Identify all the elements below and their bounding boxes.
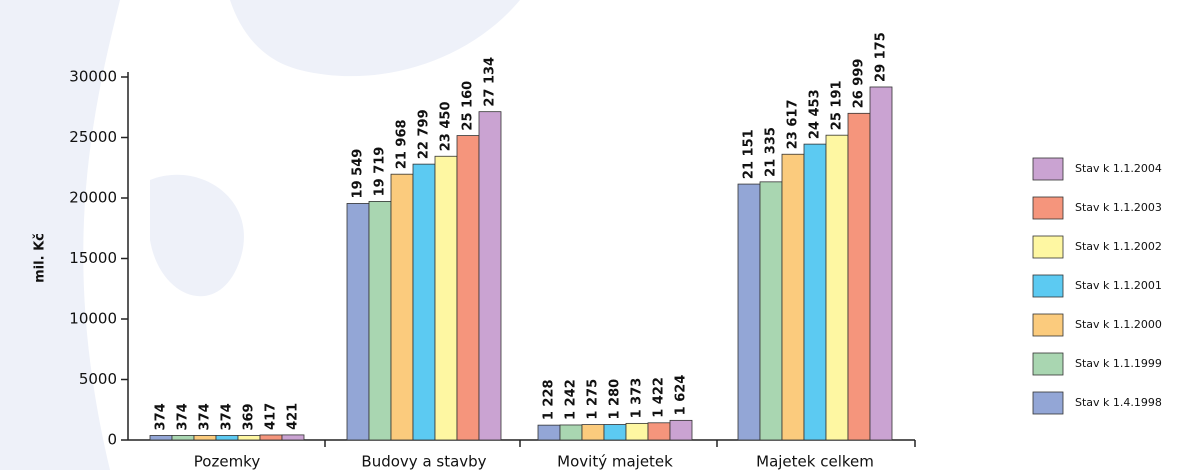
value-label: 27 134 (483, 57, 498, 107)
bar (215, 435, 239, 441)
x-tick-label: Movitý majetek (557, 453, 673, 470)
bar (368, 201, 392, 441)
legend-swatch (1032, 235, 1064, 259)
bar (669, 419, 693, 441)
value-label: 29 175 (874, 32, 889, 82)
legend-swatch (1032, 352, 1064, 376)
bar (647, 422, 671, 441)
bar (869, 86, 893, 441)
legend-label: Stav k 1.1.2003 (1075, 201, 1162, 214)
watermark (0, 0, 520, 470)
bar (537, 424, 561, 441)
legend-label: Stav k 1.4.1998 (1075, 396, 1162, 409)
bar (171, 435, 195, 441)
legend-label: Stav k 1.1.2004 (1075, 162, 1162, 175)
y-tick-label: 10000 (69, 310, 117, 328)
y-tick-label: 30000 (69, 68, 117, 86)
bar (259, 434, 283, 441)
bar (559, 424, 583, 441)
value-label: 22 799 (417, 109, 432, 159)
bar (412, 163, 436, 441)
bar (825, 134, 849, 441)
x-tick-label: Majetek celkem (756, 453, 874, 470)
legend-swatch (1032, 274, 1064, 298)
value-label: 374 (176, 403, 191, 430)
bar (847, 112, 871, 441)
bar (390, 173, 414, 441)
bar (149, 435, 173, 441)
x-tick-label: Pozemky (194, 453, 261, 470)
bar (346, 203, 370, 441)
value-label: 1 275 (586, 379, 601, 420)
y-tick-label: 15000 (69, 249, 117, 267)
value-label: 369 (242, 403, 257, 430)
bar (434, 155, 458, 441)
bar (737, 183, 761, 441)
value-label: 21 151 (742, 129, 757, 179)
legend-swatch (1032, 313, 1064, 337)
bar (281, 434, 305, 441)
value-label: 25 191 (830, 80, 845, 130)
y-axis-label: mil. Kč (33, 233, 48, 283)
bar (456, 135, 480, 441)
value-label: 21 335 (764, 127, 779, 177)
value-label: 374 (220, 403, 235, 430)
bar (581, 424, 605, 441)
bar (478, 111, 502, 441)
legend-label: Stav k 1.1.2001 (1075, 279, 1162, 292)
legend-label: Stav k 1.1.2002 (1075, 240, 1162, 253)
y-tick-label: 25000 (69, 128, 117, 146)
value-label: 25 160 (461, 81, 476, 131)
bar (803, 143, 827, 441)
value-label: 1 280 (608, 379, 623, 420)
y-tick-label: 5000 (79, 370, 117, 388)
value-label: 374 (198, 403, 213, 430)
bar (625, 422, 649, 441)
value-label: 1 228 (542, 379, 557, 420)
legend-swatch (1032, 196, 1064, 220)
bar (603, 424, 627, 441)
value-label: 1 422 (652, 377, 667, 418)
value-label: 19 549 (351, 149, 366, 199)
value-label: 24 453 (808, 89, 823, 139)
bar (759, 181, 783, 441)
y-tick-label: 20000 (69, 189, 117, 207)
bar (193, 435, 217, 441)
legend-swatch (1032, 391, 1064, 415)
y-tick-label: 0 (107, 431, 117, 449)
value-label: 23 450 (439, 101, 454, 151)
bar (781, 153, 805, 441)
x-separators (324, 440, 916, 447)
legend-label: Stav k 1.1.1999 (1075, 357, 1162, 370)
value-label: 1 624 (674, 375, 689, 416)
value-label: 23 617 (786, 99, 801, 149)
value-label: 1 373 (630, 378, 645, 419)
x-tick-label: Budovy a stavby (361, 453, 486, 470)
legend-label: Stav k 1.1.2000 (1075, 318, 1162, 331)
bar (237, 435, 261, 441)
value-label: 1 242 (564, 379, 579, 420)
value-label: 19 719 (373, 147, 388, 197)
value-label: 417 (264, 403, 279, 430)
legend-swatch (1032, 157, 1064, 181)
value-label: 26 999 (852, 59, 867, 109)
value-label: 421 (286, 403, 301, 430)
value-label: 374 (154, 403, 169, 430)
value-label: 21 968 (395, 119, 410, 169)
